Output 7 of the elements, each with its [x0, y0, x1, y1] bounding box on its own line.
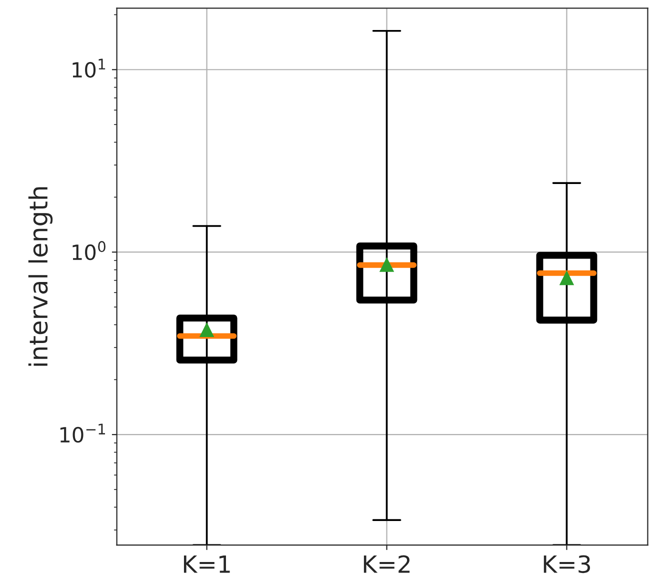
x-tick-label: K=2 — [364, 555, 410, 573]
x-tick-label: K=1 — [184, 556, 230, 573]
y-tick-label: 10$^{−1}$ — [60, 424, 105, 443]
y-axis-title: interval length — [28, 187, 53, 366]
y-tick-label: 10$^{0}$ — [72, 241, 106, 260]
y-tick-label: 10$^{1}$ — [72, 58, 106, 78]
x-tick-label: K=3 — [544, 555, 590, 574]
